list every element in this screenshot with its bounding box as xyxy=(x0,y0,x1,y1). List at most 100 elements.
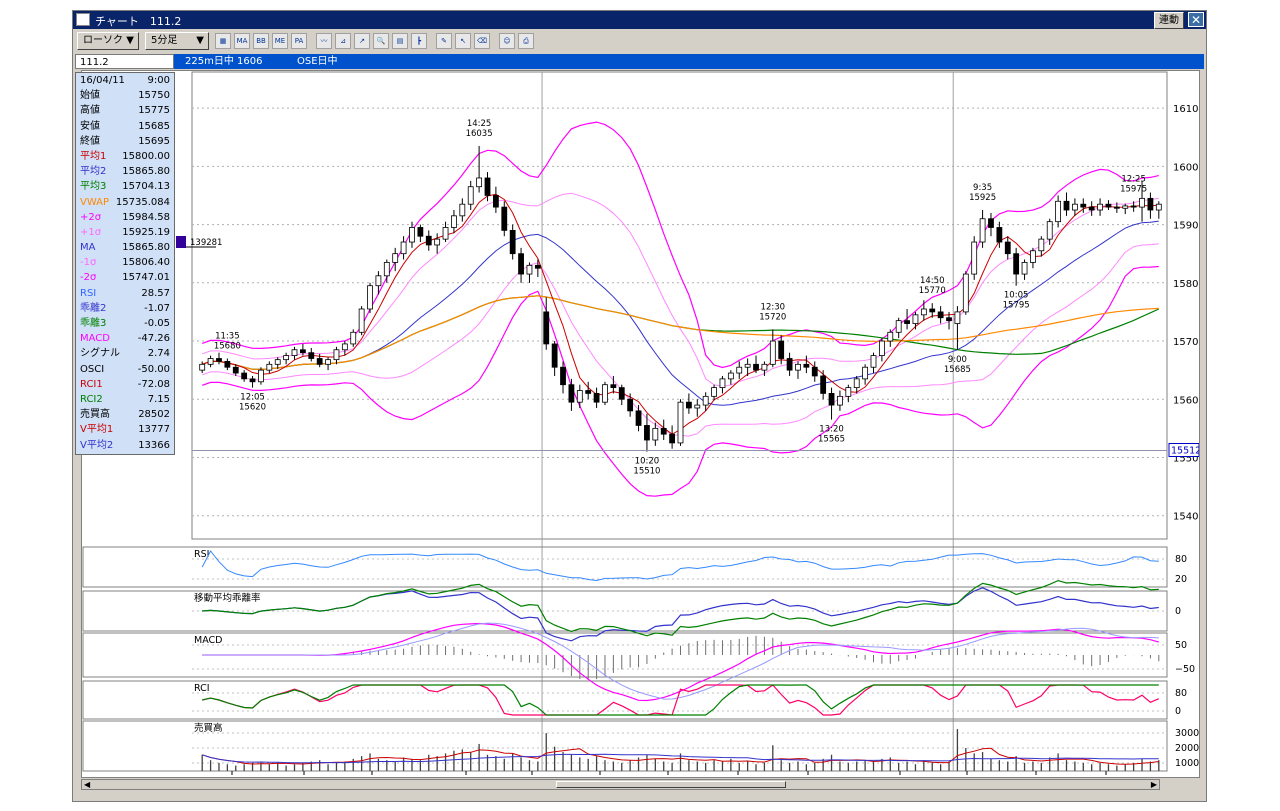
candle-body xyxy=(199,363,206,371)
instrument-bar: 111.2 225m日中 1606 OSE日中 xyxy=(75,54,1204,69)
subpanel-title: 移動平均乖離率 xyxy=(194,592,261,604)
candle-body xyxy=(576,390,583,403)
candle-body xyxy=(904,320,910,324)
pointer-icon[interactable]: ↖ xyxy=(455,33,471,49)
annotation-price: 15680 xyxy=(214,341,241,351)
subpanel-frame xyxy=(82,590,1168,632)
current-price-label: 15512 xyxy=(1171,445,1199,456)
subpanel-tick-label: 10000 xyxy=(1175,758,1199,769)
subpanel-tick-label: 80 xyxy=(1175,554,1187,565)
chart-style-select[interactable]: ローソク ▼ xyxy=(77,32,139,50)
subpanel-tick-label: 0 xyxy=(1175,606,1181,617)
info-value: 15775 xyxy=(138,105,170,117)
zoom-icon[interactable]: 🔍 xyxy=(373,33,389,49)
interval-select[interactable]: 5分足 ▼ xyxy=(145,32,209,50)
line-chart-icon[interactable]: 〰 xyxy=(316,33,332,49)
info-value: -72.08 xyxy=(137,378,170,390)
print-icon[interactable]: ⎙ xyxy=(518,33,534,49)
pen-icon[interactable]: ✎ xyxy=(436,33,452,49)
grid-icon[interactable]: ▤ xyxy=(392,33,408,49)
instrument-code-input[interactable]: 111.2 xyxy=(75,54,174,69)
window-title: チャート 111.2 xyxy=(95,15,182,28)
subpanel-tick-label: 50 xyxy=(1175,640,1187,651)
info-value: 15747.01 xyxy=(122,272,170,284)
info-label: MACD xyxy=(80,333,110,345)
bollinger-lower-2 xyxy=(202,265,1159,497)
candle-body xyxy=(350,331,357,345)
annotation-price: 15720 xyxy=(759,312,786,322)
volume-average-2 xyxy=(202,753,1159,764)
candle-body xyxy=(677,401,684,444)
chart-area[interactable]: 16100 16000 15900 15800 15700 15600 15500 15400… xyxy=(81,70,1205,792)
candle-body xyxy=(694,404,701,409)
candle-body xyxy=(685,401,692,409)
me-icon[interactable]: ME xyxy=(272,33,288,49)
info-row: V平均2 13366 xyxy=(76,438,174,453)
price-tick-label: 15800 xyxy=(1173,279,1199,290)
chart-style-value: ローソク xyxy=(83,35,123,46)
candle-compare-icon[interactable]: ⊿ xyxy=(335,33,351,49)
info-row: OSCI -50.00 xyxy=(76,362,174,377)
pa-icon[interactable]: PA xyxy=(291,33,307,49)
scrollbar-thumb[interactable] xyxy=(556,781,786,788)
info-label: V平均1 xyxy=(80,424,114,436)
subpanel-frame xyxy=(82,680,1168,720)
info-label: RCI2 xyxy=(80,393,103,405)
stamp-icon[interactable]: ☺ xyxy=(499,33,515,49)
subpanel-title: RCI xyxy=(194,683,210,694)
info-label: 高値 xyxy=(80,105,100,117)
info-label: シグナル xyxy=(80,348,120,360)
candle-body xyxy=(383,262,390,277)
chevron-down-icon: ▼ xyxy=(196,35,204,46)
candle-body xyxy=(702,395,709,406)
subpanel-title: MACD xyxy=(194,635,222,646)
candle-body xyxy=(333,349,340,361)
candle-body xyxy=(660,427,667,435)
bar-icon[interactable]: ┣ xyxy=(411,33,427,49)
horizontal-scrollbar[interactable]: ◀ ▶ xyxy=(81,779,1160,790)
candle-body xyxy=(467,186,474,205)
candle-body xyxy=(501,206,508,231)
info-value: 7.15 xyxy=(147,393,170,405)
info-value: -47.26 xyxy=(137,333,170,345)
candle-body xyxy=(618,387,625,400)
candle-body xyxy=(1105,203,1112,208)
info-value: 15704.13 xyxy=(122,181,170,193)
candle-body xyxy=(232,366,239,374)
info-label: 平均1 xyxy=(80,150,107,162)
moving-average-2 xyxy=(202,220,1159,406)
bb-icon[interactable]: BB xyxy=(253,33,269,49)
scroll-right-icon[interactable]: ▶ xyxy=(1150,780,1157,789)
candle-body xyxy=(593,393,600,403)
info-value: 15925.19 xyxy=(122,226,170,238)
price-tick-label: 16000 xyxy=(1173,162,1199,173)
info-row: +1σ 15925.19 xyxy=(76,225,174,240)
indicator-settings-icon[interactable]: ▦ xyxy=(215,33,231,49)
candle-body xyxy=(1021,262,1028,275)
candle-body xyxy=(979,218,986,243)
ma-icon[interactable]: MA xyxy=(234,33,250,49)
trend-icon[interactable]: ↗ xyxy=(354,33,370,49)
info-label: 乖離3 xyxy=(80,318,107,329)
info-label: 安値 xyxy=(80,120,100,132)
price-tick-label: 15400 xyxy=(1173,512,1199,523)
title-bar[interactable]: チャート 111.2 連動 ✕ xyxy=(73,11,1206,29)
eraser-icon[interactable]: ⌫ xyxy=(474,33,490,49)
scroll-left-icon[interactable]: ◀ xyxy=(84,780,91,789)
close-icon[interactable]: ✕ xyxy=(1188,12,1204,27)
link-button[interactable]: 連動 xyxy=(1154,12,1184,29)
candle-body xyxy=(727,372,734,380)
info-label: 平均3 xyxy=(80,181,107,193)
info-label: 平均2 xyxy=(80,166,107,178)
candle-body xyxy=(1038,238,1045,252)
chart-svg[interactable]: 16100 16000 15900 15800 15700 15600 15500 15400… xyxy=(82,71,1205,792)
candle-body xyxy=(543,311,550,345)
candle-body xyxy=(870,355,877,368)
candle-body xyxy=(862,366,869,380)
candle-body xyxy=(845,387,852,397)
candle-body xyxy=(946,317,952,322)
candle-body xyxy=(1097,203,1103,211)
price-tick-label: 15900 xyxy=(1173,221,1199,232)
candle-body xyxy=(644,425,650,441)
candle-body xyxy=(451,215,457,228)
